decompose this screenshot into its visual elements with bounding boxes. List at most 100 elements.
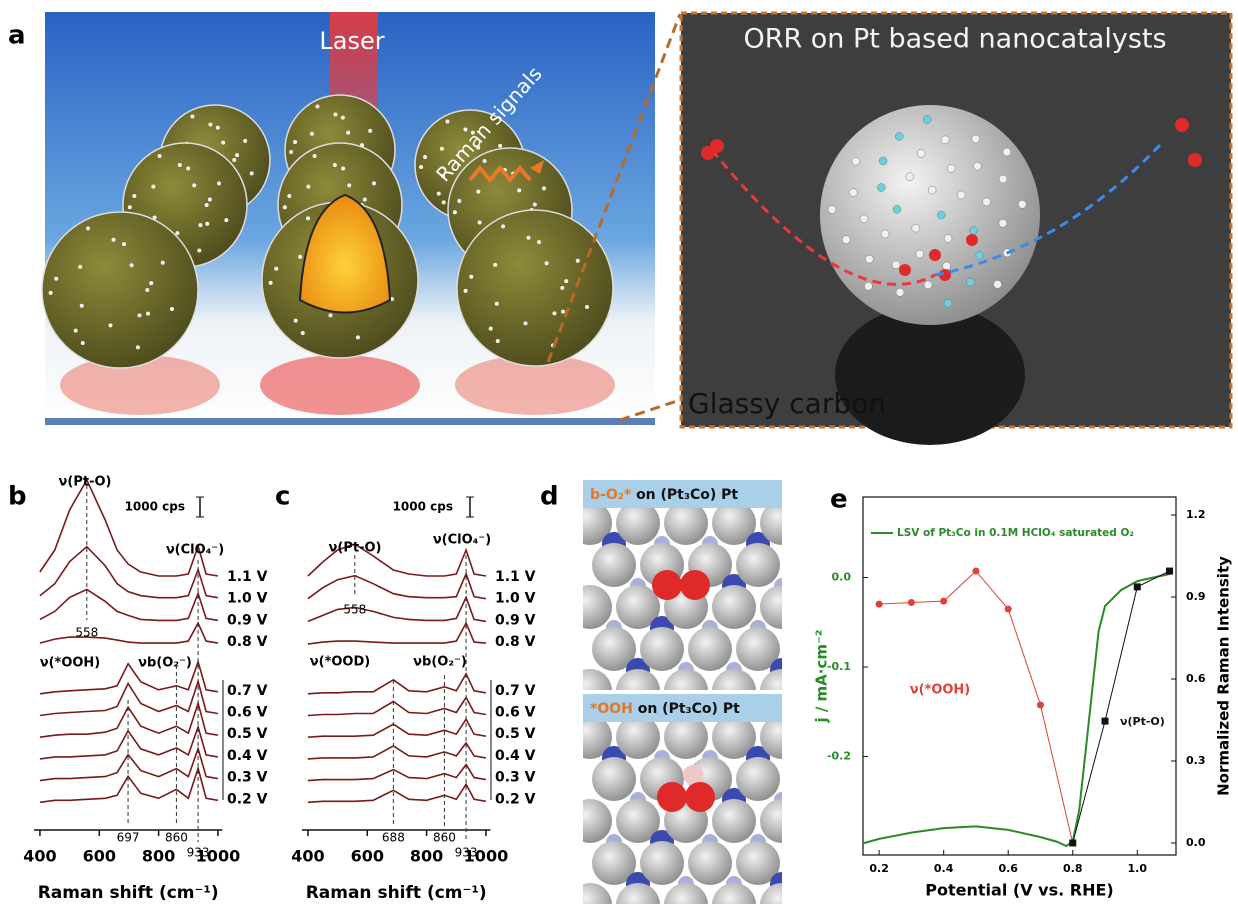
pt-atom <box>736 543 780 587</box>
atom-dot <box>476 189 481 194</box>
surface-atom <box>971 134 980 144</box>
data-point <box>1166 567 1174 575</box>
sub-atom <box>798 536 814 552</box>
atom-dot <box>221 140 226 145</box>
atom-dot <box>477 220 482 225</box>
pt-atom <box>760 799 782 843</box>
data-point <box>1101 717 1109 725</box>
x-tick-label: 800 <box>410 847 443 866</box>
atom-dot <box>177 163 182 168</box>
data-point <box>875 600 883 608</box>
atom-dot <box>205 221 210 226</box>
atom-dot <box>48 290 53 295</box>
surface-atom <box>841 235 851 244</box>
series-label: 0.8 V <box>495 634 536 650</box>
surface-atom <box>877 183 886 192</box>
surface-atom <box>936 210 946 220</box>
peak-annotation: ν(ClO₄⁻) <box>433 533 491 548</box>
inset-title: ORR on Pt based nanocatalysts <box>743 24 1166 55</box>
surface-atom <box>973 161 982 171</box>
atom-dot <box>289 149 294 154</box>
series-label: 0.5 V <box>495 726 536 742</box>
atom-dot <box>129 263 134 268</box>
atom-dot <box>585 305 590 310</box>
surface-atom <box>943 299 953 308</box>
surface-atom <box>859 214 869 224</box>
surface-atom <box>851 157 861 166</box>
spectrum <box>307 595 487 623</box>
atom-dot <box>560 286 565 290</box>
x-axis-title: Raman shift (cm⁻¹) <box>38 883 219 903</box>
particle-core <box>298 193 392 314</box>
atom-dot <box>328 313 333 318</box>
y2-tick-label: 0.9 <box>1186 590 1206 603</box>
series-label: 0.3 V <box>227 770 268 786</box>
surface-atom <box>849 188 858 197</box>
o-atom <box>685 782 715 812</box>
pt-atom <box>616 722 660 759</box>
atom-dot <box>517 188 522 193</box>
series-line <box>862 573 1170 848</box>
x-tick-label: 1000 <box>196 847 241 866</box>
peak-position: 933 <box>187 846 210 860</box>
x-tick-label: 0.2 <box>869 862 889 875</box>
series-line <box>1072 570 1170 844</box>
surface-atom <box>947 164 956 173</box>
panel-letter: d <box>540 482 559 512</box>
series-line <box>879 570 1074 844</box>
laser-label: Laser <box>319 27 384 55</box>
atom-dot <box>293 140 298 145</box>
peak-annotation: νb(O₂⁻) <box>138 656 192 671</box>
adsorbate <box>929 249 941 261</box>
atom-dot <box>111 237 116 242</box>
pt-atom <box>664 669 708 690</box>
atom-dot <box>463 288 468 293</box>
data-point <box>940 597 948 605</box>
atom-dot <box>175 231 180 236</box>
pt-atom <box>784 757 828 801</box>
slab <box>583 722 838 904</box>
panel-letter: a <box>8 21 26 51</box>
atom-dot <box>463 127 468 132</box>
atom-dot <box>306 216 311 221</box>
atom-dot <box>197 248 202 253</box>
surface-atoms <box>827 115 1027 308</box>
atom-dot <box>340 115 345 120</box>
spectrum <box>307 695 487 717</box>
pt-atom <box>760 585 782 629</box>
adsorbate <box>899 264 911 276</box>
atom-dot <box>145 288 150 292</box>
pt-atom <box>736 757 780 801</box>
y2-tick-label: 0.3 <box>1186 754 1206 767</box>
pt-atom <box>664 883 708 904</box>
atom-dot <box>362 197 367 202</box>
atom-dot <box>439 146 444 151</box>
atom-dot <box>469 274 474 279</box>
surface-atom <box>915 249 925 259</box>
atom-dot <box>470 130 475 135</box>
surface: on (Pt₃Co) Pt <box>638 701 740 717</box>
header-bar <box>583 694 782 722</box>
surface: on (Pt₃Co) Pt <box>636 487 738 503</box>
pt-atom <box>592 757 636 801</box>
surface-atom <box>993 280 1002 289</box>
atom-dot <box>127 205 132 210</box>
atom-dot <box>561 309 566 314</box>
atom-dot <box>564 279 569 284</box>
pt-atom <box>592 841 636 885</box>
atom-dot <box>198 223 203 228</box>
pt-atom <box>616 585 660 629</box>
o-atom <box>680 570 710 600</box>
surface-atom <box>923 280 933 290</box>
atom-dot <box>132 194 137 199</box>
x-tick-label: 800 <box>142 847 175 866</box>
atom-dot <box>315 104 320 109</box>
surface-atom <box>998 219 1008 228</box>
atom-dot <box>204 203 209 207</box>
legend-label: LSV of Pt₃Co in 0.1M HClO₄ saturated O₂ <box>897 527 1134 539</box>
spectrum <box>39 678 219 717</box>
sub-atom <box>822 792 838 808</box>
y2-tick-label: 0.6 <box>1186 672 1206 685</box>
atom-dot <box>495 338 500 343</box>
y-tick-label: -0.1 <box>827 660 851 673</box>
